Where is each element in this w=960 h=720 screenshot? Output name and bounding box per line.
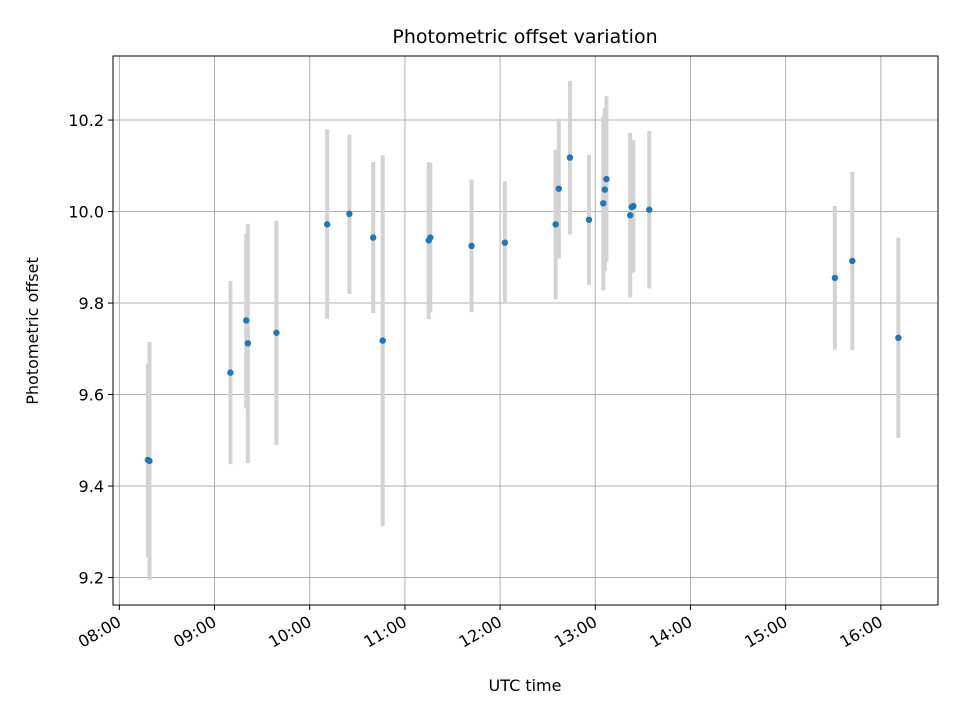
data-point (585, 216, 593, 223)
data-point (146, 457, 153, 465)
data-point (603, 175, 610, 183)
data-point (831, 274, 839, 282)
data-point (468, 242, 475, 250)
y-tick-label: 10.0 (68, 203, 104, 222)
y-axis-label: Photometric offset (23, 257, 42, 405)
data-points (144, 154, 902, 465)
y-axis-ticks: 9.2 9.4 9.6 9.8 10.0 10.2 (68, 111, 113, 588)
grid (113, 56, 938, 605)
data-point (566, 154, 574, 161)
data-point (849, 257, 856, 265)
y-tick-label: 9.4 (79, 477, 104, 496)
x-axis-label: UTC time (489, 676, 562, 695)
y-tick-label: 9.6 (79, 386, 104, 405)
y-tick-label: 9.8 (79, 294, 104, 313)
data-point (346, 210, 353, 218)
data-point (243, 317, 250, 324)
data-point (501, 239, 509, 246)
data-point (627, 212, 634, 219)
data-point (227, 369, 234, 376)
y-tick-label: 10.2 (68, 111, 104, 130)
chart-title: Photometric offset variation (392, 26, 657, 48)
data-point (555, 185, 563, 192)
data-point (323, 221, 331, 228)
data-point (273, 329, 280, 336)
data-point (630, 202, 637, 210)
data-point (895, 334, 902, 342)
data-point (379, 337, 386, 344)
plot-frame (112, 55, 939, 606)
data-point (244, 340, 252, 347)
data-point (427, 234, 434, 241)
data-point (600, 200, 607, 207)
data-point (369, 234, 377, 241)
data-point (601, 186, 609, 193)
data-point (552, 221, 559, 228)
y-tick-label: 9.2 (79, 569, 104, 588)
data-point (646, 206, 653, 213)
